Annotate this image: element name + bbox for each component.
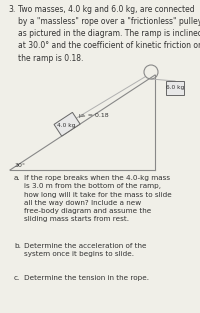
Text: c.: c. bbox=[14, 275, 20, 281]
Text: 4.0 kg: 4.0 kg bbox=[57, 123, 76, 128]
Text: 6.0 kg: 6.0 kg bbox=[166, 85, 184, 90]
Text: a.: a. bbox=[14, 175, 21, 181]
Text: Determine the acceleration of the
system once it begins to slide.: Determine the acceleration of the system… bbox=[24, 243, 146, 257]
Text: Two masses, 4.0 kg and 6.0 kg, are connected
by a "massless" rope over a "fricti: Two masses, 4.0 kg and 6.0 kg, are conne… bbox=[18, 5, 200, 63]
Text: 3.: 3. bbox=[8, 5, 15, 14]
Polygon shape bbox=[54, 112, 80, 136]
Text: b.: b. bbox=[14, 243, 21, 249]
Text: If the rope breaks when the 4.0-kg mass
is 3.0 m from the bottom of the ramp,
ho: If the rope breaks when the 4.0-kg mass … bbox=[24, 175, 172, 222]
Text: Determine the tension in the rope.: Determine the tension in the rope. bbox=[24, 275, 149, 281]
Text: 30°: 30° bbox=[15, 163, 26, 168]
Text: μₖ = 0.18: μₖ = 0.18 bbox=[79, 113, 109, 118]
Polygon shape bbox=[166, 81, 184, 95]
